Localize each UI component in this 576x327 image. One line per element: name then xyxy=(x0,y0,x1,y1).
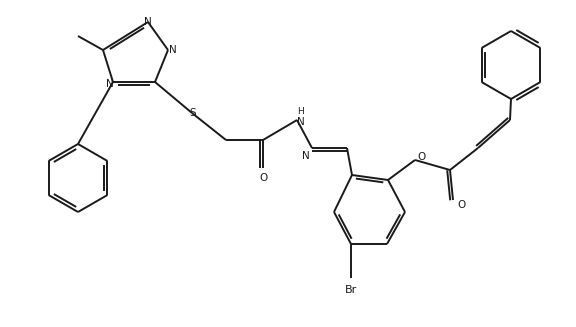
Text: N: N xyxy=(169,45,177,55)
Text: N: N xyxy=(144,17,152,27)
Text: S: S xyxy=(190,108,196,118)
Text: O: O xyxy=(457,200,465,210)
Text: N: N xyxy=(302,151,310,161)
Text: O: O xyxy=(418,152,426,162)
Text: H: H xyxy=(298,108,304,116)
Text: N: N xyxy=(297,117,305,127)
Text: N: N xyxy=(106,79,114,89)
Text: Br: Br xyxy=(345,285,357,295)
Text: O: O xyxy=(259,173,267,183)
